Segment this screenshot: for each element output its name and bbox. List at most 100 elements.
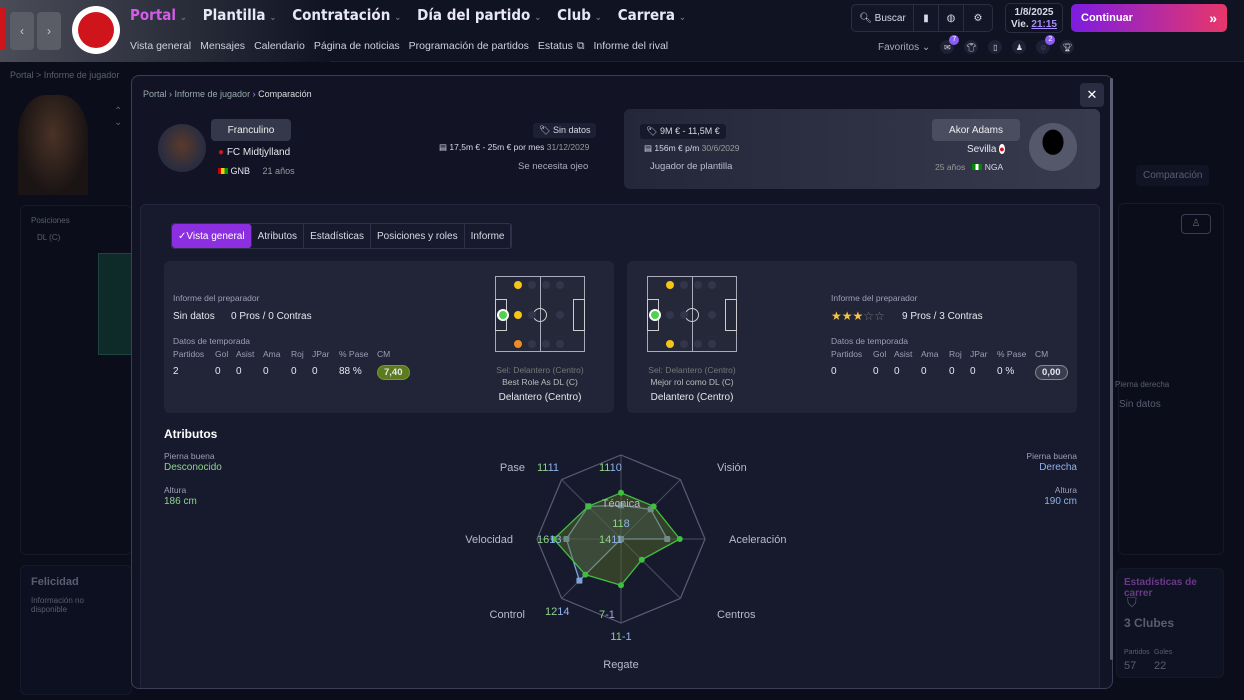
star-empty-icon: ☆ (863, 309, 875, 323)
shirt-icon[interactable]: 👕︎ (964, 40, 979, 54)
tab-vista-general[interactable]: ✓ Vista general (172, 224, 252, 248)
close-icon: ✕ (1086, 87, 1098, 102)
inbox-icon[interactable]: ◌ 2 (1036, 35, 1056, 54)
player2-club[interactable]: Sevilla ● (967, 144, 1005, 155)
nav-contratación[interactable]: Contratación ⌄ (292, 6, 402, 24)
continue-button[interactable]: Continuar» (1071, 4, 1227, 32)
player2-name-button[interactable]: Akor Adams (932, 119, 1020, 141)
stat-header: Partidos (831, 349, 863, 359)
trophy-icon[interactable]: 🏆︎ (1060, 40, 1075, 54)
player1-avatar (158, 124, 206, 172)
subnav-item[interactable]: Programación de partidos (408, 40, 529, 52)
stat-value: 2 (173, 366, 179, 377)
stat-header: CM (377, 349, 391, 359)
player1-nation: GNB 21 años (218, 166, 295, 176)
modal-scrollbar[interactable] (1110, 78, 1113, 660)
nav-portal[interactable]: Portal ⌄ (130, 6, 187, 24)
favorites-dropdown[interactable]: Favoritos ⌄ (878, 41, 931, 53)
flag-icon (972, 164, 983, 170)
stat-value: 0 % (997, 366, 1015, 377)
staff-icon[interactable]: ♟ (1012, 40, 1027, 54)
settings-button[interactable]: ⚙ (964, 5, 992, 31)
position-dot (556, 311, 564, 319)
radar-point (576, 577, 583, 584)
radar-point (585, 503, 592, 510)
background-positions-panel: Posiciones DL (C) (20, 205, 132, 555)
player2-status: Jugador de plantilla (650, 161, 733, 172)
player2-value: 🏷︎ 9M € - 11,5M € (640, 124, 726, 139)
attributes-title: Atributos (164, 427, 218, 441)
player1-status: Se necesita ojeo (518, 161, 589, 172)
subnav-item[interactable]: Informe del rival (593, 40, 669, 52)
stat-header: CM (1035, 349, 1049, 359)
chevron-down-icon: ⌄ (594, 13, 602, 23)
nav-club[interactable]: Club ⌄ (557, 6, 602, 24)
position-dot (649, 309, 661, 321)
position-dot (542, 340, 550, 348)
subnav-item[interactable]: Estatus (537, 40, 573, 52)
top-bar: ‹ › Portal ⌄ Plantilla ⌄ Contratación ⌄ Día de… (0, 0, 1244, 62)
position-dot (708, 340, 716, 348)
subnav-item[interactable]: Calendario (254, 40, 305, 52)
external-link-icon: ⧉ (576, 40, 585, 52)
match-rating-badge: 7,40 (377, 365, 410, 380)
position-dot (708, 281, 716, 289)
player1-club[interactable]: ● FC Midtjylland (218, 147, 291, 158)
game-date[interactable]: 1/8/2025 Vie. 21:15 (1005, 3, 1063, 33)
nav-carrera[interactable]: Carrera ⌄ (617, 6, 686, 24)
position-dot (528, 340, 536, 348)
player2-nation: 25 años NGA (935, 162, 1004, 172)
tab-posiciones-y-roles[interactable]: Posiciones y roles (371, 224, 465, 248)
player1-position-pitch (495, 276, 585, 352)
forward-button[interactable]: › (37, 12, 61, 50)
tab-atributos[interactable]: Atributos (252, 224, 305, 248)
nav-día-del-partido[interactable]: Día del partido ⌄ (417, 6, 542, 24)
stat-value: 0 (949, 366, 955, 377)
radar-point (618, 536, 624, 542)
position-dot (514, 340, 522, 348)
radar-point (664, 536, 671, 542)
club-logo[interactable] (72, 6, 120, 54)
subnav-item[interactable]: Mensajes (200, 40, 246, 52)
stat-header: Asist (236, 349, 255, 359)
stat-value: 0 (831, 366, 837, 377)
stat-header: % Pase (339, 349, 369, 359)
stat-value: 0 (312, 366, 318, 377)
star-filled-icon: ★ (852, 309, 864, 323)
player1-name-button[interactable]: Franculino (211, 119, 291, 141)
player1-foot: Desconocido (164, 462, 222, 473)
tab-estadísticas[interactable]: Estadísticas (304, 224, 371, 248)
tab-informe[interactable]: Informe (465, 224, 512, 248)
stat-value: 0 (263, 366, 269, 377)
messages-icon[interactable]: ✉ 7 (940, 35, 960, 54)
background-right-panel: ♙ Pierna derecha Sin datos (1115, 203, 1224, 555)
star-empty-icon: ☆ (874, 309, 885, 323)
career-stats-panel: Estadísticas de carrer ⛉ 3 Clubes Partid… (1116, 568, 1224, 678)
player2-header: 🏷︎ 9M € - 11,5M € ▤ 156m € p/m 30/6/2029… (624, 109, 1100, 189)
player-switch-arrows[interactable]: ⌃ ⌄ (114, 106, 123, 128)
back-button[interactable]: ‹ (10, 12, 34, 50)
bookmark-button[interactable]: ▮ (914, 5, 939, 31)
subnav-item[interactable]: Página de noticias (313, 40, 400, 52)
subnav-item[interactable]: Vista general (130, 40, 192, 52)
stat-header: Roj (291, 349, 304, 359)
radar-point (618, 582, 624, 589)
background-player-photo (18, 95, 88, 195)
scout-button[interactable]: ◍ (939, 5, 964, 31)
player2-position-pitch (647, 276, 737, 352)
close-button[interactable]: ✕ (1080, 83, 1104, 107)
player2-avatar-silhouette (1029, 123, 1077, 171)
stat-value: 0 (215, 366, 221, 377)
document-icon[interactable]: ▯ (988, 40, 1003, 54)
position-dot (694, 340, 702, 348)
radar-axis-label: Visión (717, 462, 747, 474)
search-button[interactable]: 🔍︎ Buscar (852, 5, 914, 31)
club-badge-icon: ● (999, 144, 1005, 154)
chevron-down-icon: ⌄ (394, 13, 402, 23)
comparison-button[interactable]: Comparación (1136, 165, 1210, 186)
profile-icon-button[interactable]: ♙ (1181, 214, 1211, 234)
position-dot (680, 340, 688, 348)
nav-plantilla[interactable]: Plantilla ⌄ (202, 6, 277, 24)
radar-point (582, 571, 589, 578)
stat-header: Ama (263, 349, 281, 359)
